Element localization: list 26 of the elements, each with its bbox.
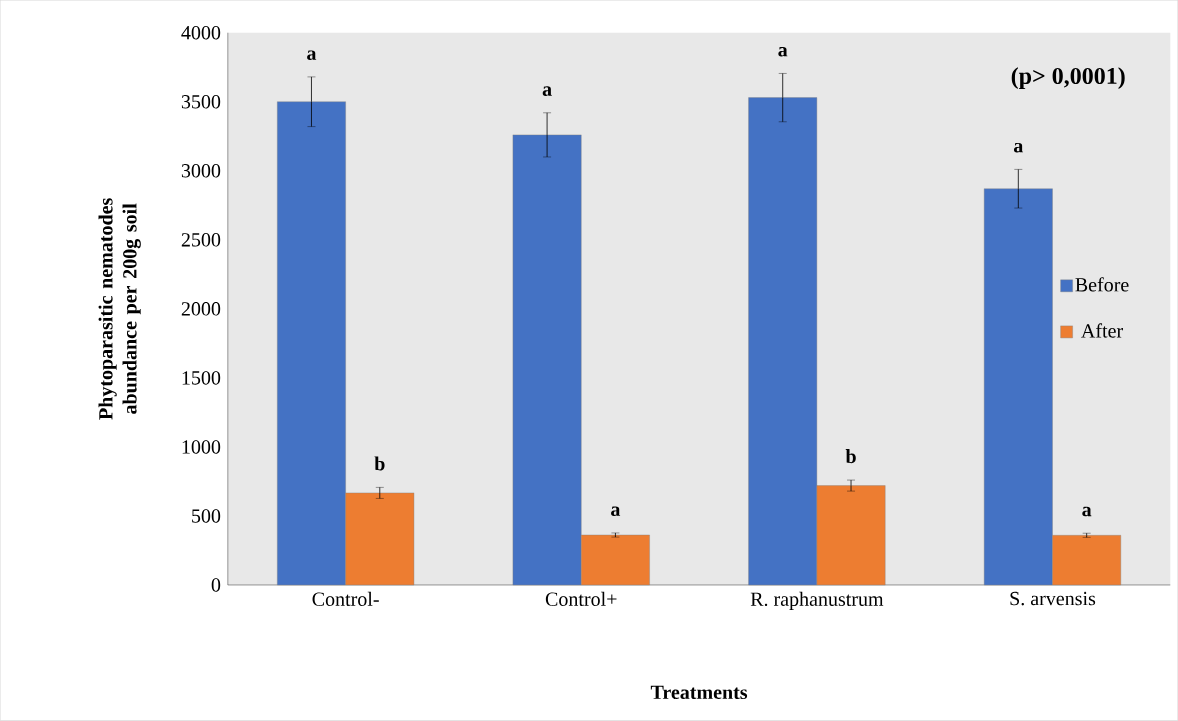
y-tick-label: 1000 bbox=[182, 440, 221, 454]
annotation: a bbox=[1013, 143, 1024, 153]
annotation: a bbox=[542, 86, 552, 97]
y-tick-label: 3000 bbox=[181, 164, 221, 178]
annotation: b bbox=[374, 456, 385, 471]
y-tick-label: 2000 bbox=[181, 302, 221, 316]
x-axis-title: Treatments bbox=[650, 685, 748, 700]
annotation: a bbox=[1082, 506, 1092, 517]
x-tick-label: R. raphanustrum bbox=[750, 591, 884, 611]
y-axis-title: Phytoparasitic nematodes abundance per 200g soil bbox=[98, 198, 141, 420]
y-tick-label: 1500 bbox=[182, 371, 221, 385]
annotation: b bbox=[845, 449, 856, 464]
annotation: a bbox=[778, 47, 788, 57]
y-tick-label: 2500 bbox=[181, 233, 221, 247]
x-tick-label: S. arvensis bbox=[1010, 591, 1096, 606]
x-tick-label: Control+ bbox=[545, 591, 617, 607]
y-tick-label: 3500 bbox=[181, 95, 221, 109]
annotation: a bbox=[307, 50, 317, 61]
annotation: (p> 0,0001) bbox=[1011, 67, 1125, 90]
annotation: a bbox=[611, 506, 621, 517]
x-tick-label: Control- bbox=[312, 591, 379, 607]
legend-label: After bbox=[1081, 323, 1123, 338]
legend-label: Before bbox=[1075, 277, 1129, 292]
y-tick-label: 0 bbox=[211, 578, 221, 592]
y-tick-label: 500 bbox=[192, 509, 221, 523]
y-tick-label: 4000 bbox=[181, 26, 221, 40]
